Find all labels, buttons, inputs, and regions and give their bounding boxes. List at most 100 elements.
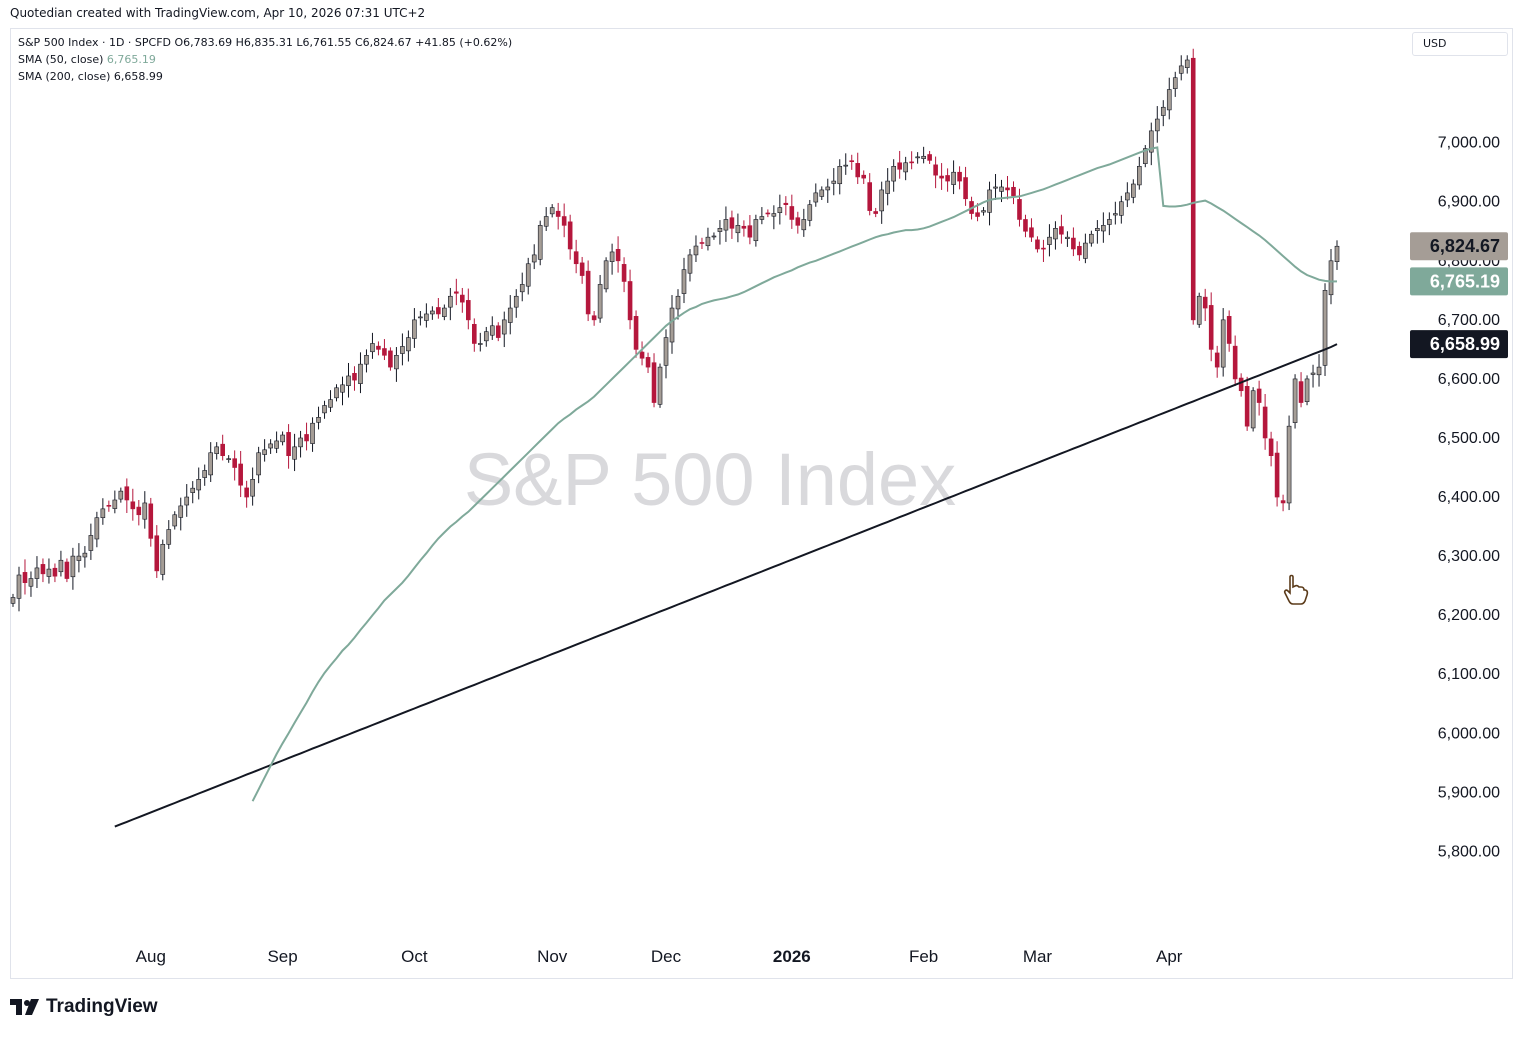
- candle[interactable]: [597, 274, 603, 323]
- candle[interactable]: [34, 556, 40, 588]
- candle[interactable]: [1316, 354, 1322, 387]
- candle[interactable]: [1208, 292, 1214, 362]
- candle[interactable]: [567, 214, 573, 260]
- candle[interactable]: [813, 183, 819, 207]
- candle[interactable]: [1226, 310, 1232, 352]
- candle[interactable]: [250, 467, 255, 506]
- candle[interactable]: [394, 347, 399, 382]
- candle[interactable]: [819, 186, 825, 200]
- candle[interactable]: [382, 339, 387, 361]
- candle[interactable]: [849, 154, 855, 170]
- candle[interactable]: [1107, 212, 1112, 236]
- candle[interactable]: [52, 563, 58, 583]
- candle[interactable]: [1059, 214, 1064, 244]
- candle[interactable]: [442, 304, 447, 321]
- candle[interactable]: [981, 207, 986, 216]
- candle[interactable]: [190, 481, 196, 504]
- candle[interactable]: [903, 156, 908, 181]
- candle[interactable]: [1178, 55, 1184, 81]
- candle[interactable]: [555, 202, 561, 230]
- candle[interactable]: [184, 484, 190, 517]
- candle[interactable]: [1119, 195, 1124, 224]
- candle[interactable]: [711, 232, 717, 240]
- candle[interactable]: [1047, 224, 1052, 257]
- candle[interactable]: [519, 272, 525, 302]
- candle[interactable]: [130, 488, 136, 521]
- candle[interactable]: [262, 439, 267, 462]
- candle[interactable]: [627, 269, 633, 330]
- candle[interactable]: [22, 559, 28, 595]
- candle[interactable]: [531, 244, 537, 270]
- sma50-line[interactable]: [251, 146, 1338, 802]
- candle[interactable]: [268, 439, 273, 454]
- candle[interactable]: [1077, 241, 1082, 261]
- candle[interactable]: [1053, 221, 1058, 250]
- candle[interactable]: [1160, 100, 1166, 127]
- time-axis[interactable]: Aug Sep Oct Nov Dec 2026 Feb Mar Apr: [136, 947, 1183, 966]
- candle[interactable]: [154, 525, 160, 578]
- candle[interactable]: [1244, 376, 1250, 431]
- candle[interactable]: [1298, 372, 1304, 408]
- candle[interactable]: [16, 566, 22, 612]
- candle[interactable]: [214, 442, 219, 460]
- candle[interactable]: [855, 152, 861, 185]
- candle[interactable]: [1005, 176, 1010, 200]
- candle[interactable]: [70, 547, 76, 590]
- candle[interactable]: [1017, 188, 1022, 227]
- candle[interactable]: [1310, 364, 1316, 388]
- candle[interactable]: [1274, 441, 1280, 507]
- candle[interactable]: [370, 332, 375, 359]
- candle[interactable]: [1268, 431, 1274, 467]
- candle[interactable]: [477, 332, 483, 352]
- candle[interactable]: [663, 329, 669, 379]
- candle[interactable]: [448, 287, 453, 321]
- candle[interactable]: [244, 480, 249, 508]
- chart-frame[interactable]: [10, 28, 1513, 979]
- candle[interactable]: [388, 347, 393, 371]
- candle[interactable]: [466, 288, 471, 330]
- candle[interactable]: [1256, 380, 1262, 416]
- candle[interactable]: [693, 235, 699, 262]
- candle[interactable]: [1041, 239, 1046, 262]
- candle[interactable]: [58, 550, 64, 577]
- candle[interactable]: [1262, 393, 1268, 450]
- candle[interactable]: [945, 168, 950, 192]
- candle[interactable]: [1238, 373, 1244, 397]
- candle[interactable]: [939, 163, 944, 190]
- candle[interactable]: [196, 467, 202, 500]
- candle[interactable]: [1154, 106, 1160, 143]
- candle[interactable]: [651, 353, 657, 408]
- candle[interactable]: [543, 207, 549, 231]
- candle[interactable]: [280, 431, 285, 446]
- candle[interactable]: [1071, 227, 1076, 257]
- candle[interactable]: [933, 156, 938, 189]
- candle[interactable]: [100, 498, 106, 525]
- candle[interactable]: [1125, 182, 1130, 208]
- candle[interactable]: [705, 227, 711, 251]
- candle[interactable]: [573, 239, 579, 274]
- candle[interactable]: [172, 511, 178, 530]
- candle[interactable]: [274, 431, 279, 454]
- candle[interactable]: [316, 406, 321, 430]
- candle[interactable]: [639, 341, 645, 366]
- candle[interactable]: [687, 248, 693, 282]
- candle[interactable]: [825, 178, 831, 203]
- candle[interactable]: [681, 257, 687, 304]
- candle[interactable]: [1220, 308, 1226, 377]
- candle[interactable]: [927, 150, 932, 164]
- candle[interactable]: [615, 236, 621, 273]
- candle[interactable]: [46, 558, 52, 584]
- candle[interactable]: [657, 363, 663, 408]
- candle[interactable]: [1142, 145, 1148, 168]
- candle[interactable]: [472, 318, 477, 352]
- candle[interactable]: [897, 150, 902, 179]
- candle[interactable]: [1286, 415, 1292, 511]
- candle[interactable]: [759, 207, 765, 225]
- candle[interactable]: [1250, 387, 1256, 432]
- candle[interactable]: [747, 215, 753, 245]
- candle[interactable]: [807, 199, 813, 227]
- candle[interactable]: [537, 220, 543, 266]
- sma200-line[interactable]: [114, 343, 1338, 828]
- candle[interactable]: [1322, 283, 1328, 376]
- candle[interactable]: [675, 289, 681, 320]
